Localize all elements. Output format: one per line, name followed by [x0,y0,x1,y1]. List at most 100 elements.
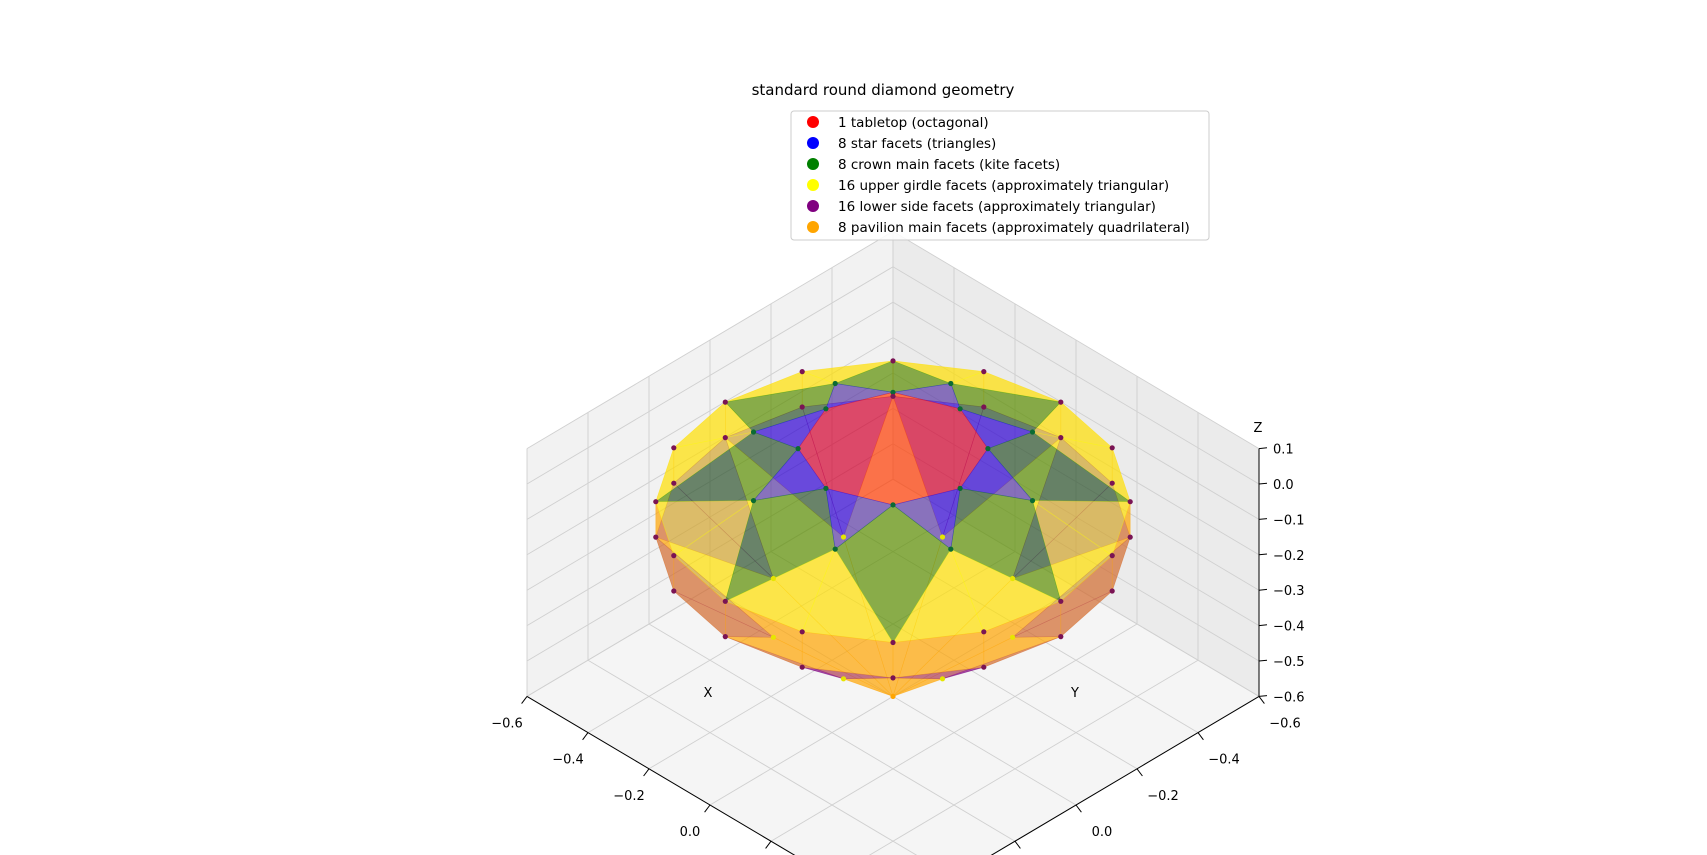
girdle-lower-vertex [1109,588,1115,594]
legend-label: 16 lower side facets (approximately tria… [838,199,1156,215]
culet-vertex [890,693,896,700]
diamond-facets [654,360,1132,698]
y-tick-label: −0.6 [1269,716,1301,731]
lower-ring-vertex [840,534,847,540]
legend-marker [807,137,819,149]
x-tick-tick [521,696,528,704]
girdle-upper-vertex [890,358,896,364]
girdle-upper-vertex [722,598,728,604]
z-tick-tick [1258,588,1268,591]
upper-girdle-facet [1031,499,1113,602]
girdle-lower-vertex [722,435,728,441]
z-tick-tick [1258,482,1268,485]
girdle-lower-vertex [981,664,987,670]
y-axis-label: Y [1070,686,1079,701]
z-tick-label: −0.3 [1273,584,1305,599]
table-vertex [795,446,801,452]
lower-ring-vertex [939,534,946,540]
girdle-upper-vertex [981,369,987,375]
z-tick-label: −0.2 [1273,549,1305,564]
star-vertex [948,546,954,552]
girdle-upper-vertex [653,499,659,505]
table-vertex [957,406,963,412]
upper-girdle-facet [673,499,755,602]
lower-side-facet [801,395,894,538]
z-tick-label: 0.0 [1273,478,1294,493]
star-vertex [1029,429,1036,435]
y-tick-label: −0.4 [1208,753,1240,768]
legend-label: 8 pavilion main facets (approximately qu… [838,220,1190,236]
chart-title: standard round diamond geometry [752,81,1015,99]
z-tick-label: −0.1 [1273,513,1305,528]
legend-marker [807,116,819,128]
x-tick-tick [582,732,589,741]
upper-girdle-facet [655,500,755,557]
upper-girdle-facet [1031,500,1131,557]
y-tick-tick [1014,840,1021,849]
girdle-lower-vertex [653,534,659,540]
upper-girdle-facet [892,360,984,384]
lower-side-facet [1012,590,1113,638]
star-facet [892,383,961,410]
legend-label: 8 star facets (triangles) [838,136,996,152]
girdle-lower-vertex [1109,480,1115,486]
grid-line-z [526,337,1260,556]
y-tick-label: −0.2 [1147,789,1179,804]
y-tick-tick [1075,804,1082,813]
girdle-upper-vertex [1058,399,1064,405]
upper-girdle-facet [655,431,754,503]
y-tick-tick [1136,768,1143,777]
star-facet [825,383,894,410]
z-tick-tick [1258,447,1268,450]
z-tick-tick [1258,695,1268,697]
girdle-upper-vertex [1058,598,1064,604]
x-tick-tick [765,840,772,849]
lower-side-facet [655,482,774,579]
lower-ring-vertex [770,575,777,582]
grid-line-z [526,443,1260,662]
star-facet [825,488,894,550]
girdle-upper-vertex [1127,499,1133,505]
legend-marker [807,179,819,191]
star-facet [752,448,827,502]
table-vertex [823,485,829,491]
lower-side-facet [724,406,845,538]
girdle-upper-vertex [981,629,987,635]
z-axis-label: Z [1254,421,1263,436]
lower-side-facet [1012,536,1131,638]
star-vertex [750,429,757,435]
legend-label: 8 crown main facets (kite facets) [838,157,1060,173]
lower-side-facet [892,395,985,538]
girdle-lower-vertex [799,404,805,410]
pane-floor [527,479,1259,855]
girdle-lower-vertex [981,404,987,410]
upper-girdle-facet [892,548,985,643]
star-facet [959,448,1034,502]
table-vertex [890,502,896,508]
girdle-lower-vertex [671,480,677,486]
table-vertex [823,406,829,412]
lower-side-facet [802,666,894,680]
z-tick-tick [1258,553,1268,556]
x-tick-label: 0.0 [680,825,701,840]
grid-line-z [526,301,1260,520]
lower-side-facet [892,666,984,680]
star-facet [959,408,1034,449]
table-vertex [890,389,896,395]
x-tick-label: −0.2 [613,789,645,804]
z-tick-label: −0.5 [1273,655,1305,670]
z-tick-label: 0.1 [1273,443,1294,458]
legend: 1 tabletop (octagonal) 8 star facets (tri… [790,110,1210,241]
upper-girdle-facet [950,548,1062,633]
upper-girdle-facet [949,371,1061,403]
upper-girdle-facet [724,548,836,633]
x-axis-label: X [704,686,713,701]
girdle-lower-vertex [1058,435,1064,441]
lower-side-facet [725,636,844,680]
star-vertex [750,498,757,504]
lower-ring-vertex [1010,575,1016,582]
legend-marker [807,158,819,170]
star-vertex [1029,498,1036,504]
lower-side-facet [941,406,1062,538]
